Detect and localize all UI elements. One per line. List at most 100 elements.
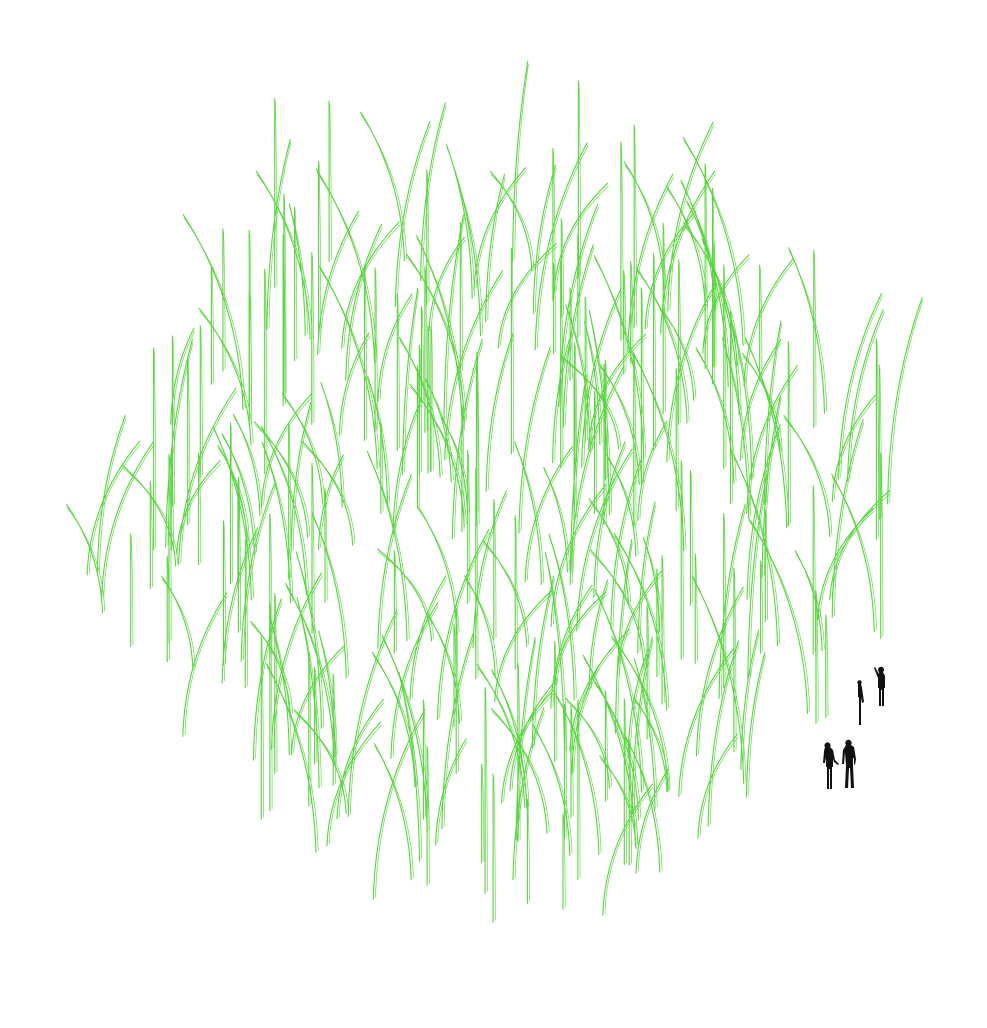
grass-blade-outline bbox=[594, 394, 598, 512]
grass-blade-outline bbox=[397, 296, 400, 449]
grass-blade-outline bbox=[200, 328, 203, 476]
grass-blade-outline bbox=[520, 349, 552, 532]
grass-blade-outline bbox=[533, 728, 573, 854]
grass-blade-outline bbox=[734, 570, 737, 750]
grass-blade-outline bbox=[629, 742, 632, 864]
grass-blade-outline bbox=[563, 816, 566, 908]
grass-blade-outline bbox=[314, 670, 318, 763]
grass-blade-icon bbox=[763, 320, 782, 506]
grass-blade-icon bbox=[534, 142, 588, 351]
grass-blade-outline bbox=[421, 309, 425, 401]
grass-blade-outline bbox=[534, 579, 555, 747]
grass-blade-outline bbox=[430, 240, 466, 330]
grass-blade-icon bbox=[571, 664, 600, 775]
grass-blade-icon bbox=[627, 173, 674, 353]
grass-blade-icon bbox=[318, 630, 336, 758]
grass-blade-outline bbox=[419, 348, 422, 473]
grass-blade-outline bbox=[765, 512, 768, 620]
grass-blade-outline bbox=[490, 174, 535, 269]
grass-blade-icon bbox=[494, 590, 552, 703]
grass-blade-icon bbox=[589, 549, 645, 670]
grass-blade-icon bbox=[747, 473, 768, 680]
grass-blade-outline bbox=[238, 479, 241, 631]
grass-blade-icon bbox=[614, 539, 633, 734]
grass-blade-outline bbox=[223, 530, 259, 682]
grass-blade-icon bbox=[695, 586, 744, 757]
grass-blade-outline bbox=[629, 652, 650, 757]
grass-blade-outline bbox=[629, 176, 674, 350]
grass-blade-icon bbox=[667, 121, 714, 312]
grass-blade-icon bbox=[338, 332, 370, 437]
grass-blade-outline bbox=[425, 269, 428, 431]
grass-blade-icon bbox=[376, 548, 433, 642]
grass-blade-icon bbox=[665, 184, 706, 311]
grass-blade-outline bbox=[614, 536, 670, 709]
grass-blade-outline bbox=[368, 379, 391, 504]
grass-blade-icon bbox=[428, 236, 465, 332]
grass-blade-outline bbox=[103, 444, 155, 599]
grass-blade-outline bbox=[536, 145, 589, 349]
grass-blade-outline bbox=[338, 702, 385, 818]
grass-blade-outline bbox=[578, 83, 581, 277]
grass-blade-icon bbox=[550, 584, 593, 709]
grass-blade-icon bbox=[497, 243, 557, 349]
grass-blade-icon bbox=[635, 769, 669, 874]
grass-blade-outline bbox=[302, 444, 356, 544]
grass-blade-outline bbox=[318, 633, 338, 755]
grass-blade-outline bbox=[514, 710, 545, 879]
grass-blade-outline bbox=[427, 616, 462, 722]
grass-blade-outline bbox=[552, 487, 607, 625]
grass-blade-outline bbox=[742, 342, 782, 459]
grass-blade-outline bbox=[604, 786, 654, 914]
grass-blade-outline bbox=[375, 712, 426, 898]
grass-blade-outline bbox=[284, 196, 287, 394]
grass-blade-outline bbox=[183, 217, 246, 408]
grass-blade-outline bbox=[590, 552, 647, 667]
grass-blade-icon bbox=[250, 620, 291, 717]
grass-blade-outline bbox=[633, 639, 654, 812]
grass-blade-outline bbox=[690, 473, 694, 604]
grass-blade-outline bbox=[364, 268, 368, 439]
grass-blade-outline bbox=[585, 299, 588, 441]
grass-blade-icon bbox=[435, 738, 467, 846]
grass-blade-icon bbox=[392, 399, 422, 535]
grass-blade-outline bbox=[350, 613, 398, 815]
grass-blade-outline bbox=[749, 477, 768, 677]
grass-blade-outline bbox=[607, 457, 639, 555]
person-silhouette-icon bbox=[842, 739, 856, 788]
grass-blade-icon bbox=[739, 338, 782, 461]
grass-blade-outline bbox=[788, 250, 828, 412]
grass-blade-outline bbox=[840, 296, 883, 478]
grass-blade-outline bbox=[695, 556, 698, 662]
grass-blade-icon bbox=[372, 709, 426, 900]
grass-blade-outline bbox=[428, 328, 431, 472]
grass-blade-outline bbox=[122, 467, 179, 565]
grass-blade-icon bbox=[473, 167, 527, 291]
grass-blade-outline bbox=[318, 164, 322, 338]
grass-blade-outline bbox=[621, 144, 624, 339]
grass-blade-icon bbox=[544, 551, 566, 754]
grass-blade-outline bbox=[595, 444, 626, 596]
grass-blade-icon bbox=[345, 223, 383, 381]
grass-blade-outline bbox=[443, 635, 475, 828]
grass-blade-outline bbox=[283, 238, 286, 405]
grass-blade-icon bbox=[678, 648, 735, 798]
grass-blade-outline bbox=[263, 396, 313, 506]
grass-blade-outline bbox=[270, 516, 273, 655]
grass-blade-outline bbox=[745, 261, 794, 385]
grass-blade-icon bbox=[838, 293, 883, 480]
grass-blade-outline bbox=[312, 466, 315, 632]
grass-blade-icon bbox=[610, 457, 643, 630]
grass-blade-outline bbox=[222, 436, 257, 553]
grass-blade-icon bbox=[599, 363, 640, 486]
grass-blade-outline bbox=[333, 676, 336, 784]
grass-blade-icon bbox=[593, 441, 626, 598]
grass-blade-outline bbox=[289, 426, 292, 578]
grass-blade-outline bbox=[849, 312, 885, 480]
grass-blade-outline bbox=[662, 173, 716, 332]
grass-blade-outline bbox=[669, 124, 715, 310]
grass-blade-icon bbox=[697, 733, 738, 839]
grass-blade-outline bbox=[462, 408, 465, 531]
grass-blade-outline bbox=[832, 476, 877, 630]
grass-blade-outline bbox=[515, 518, 518, 668]
